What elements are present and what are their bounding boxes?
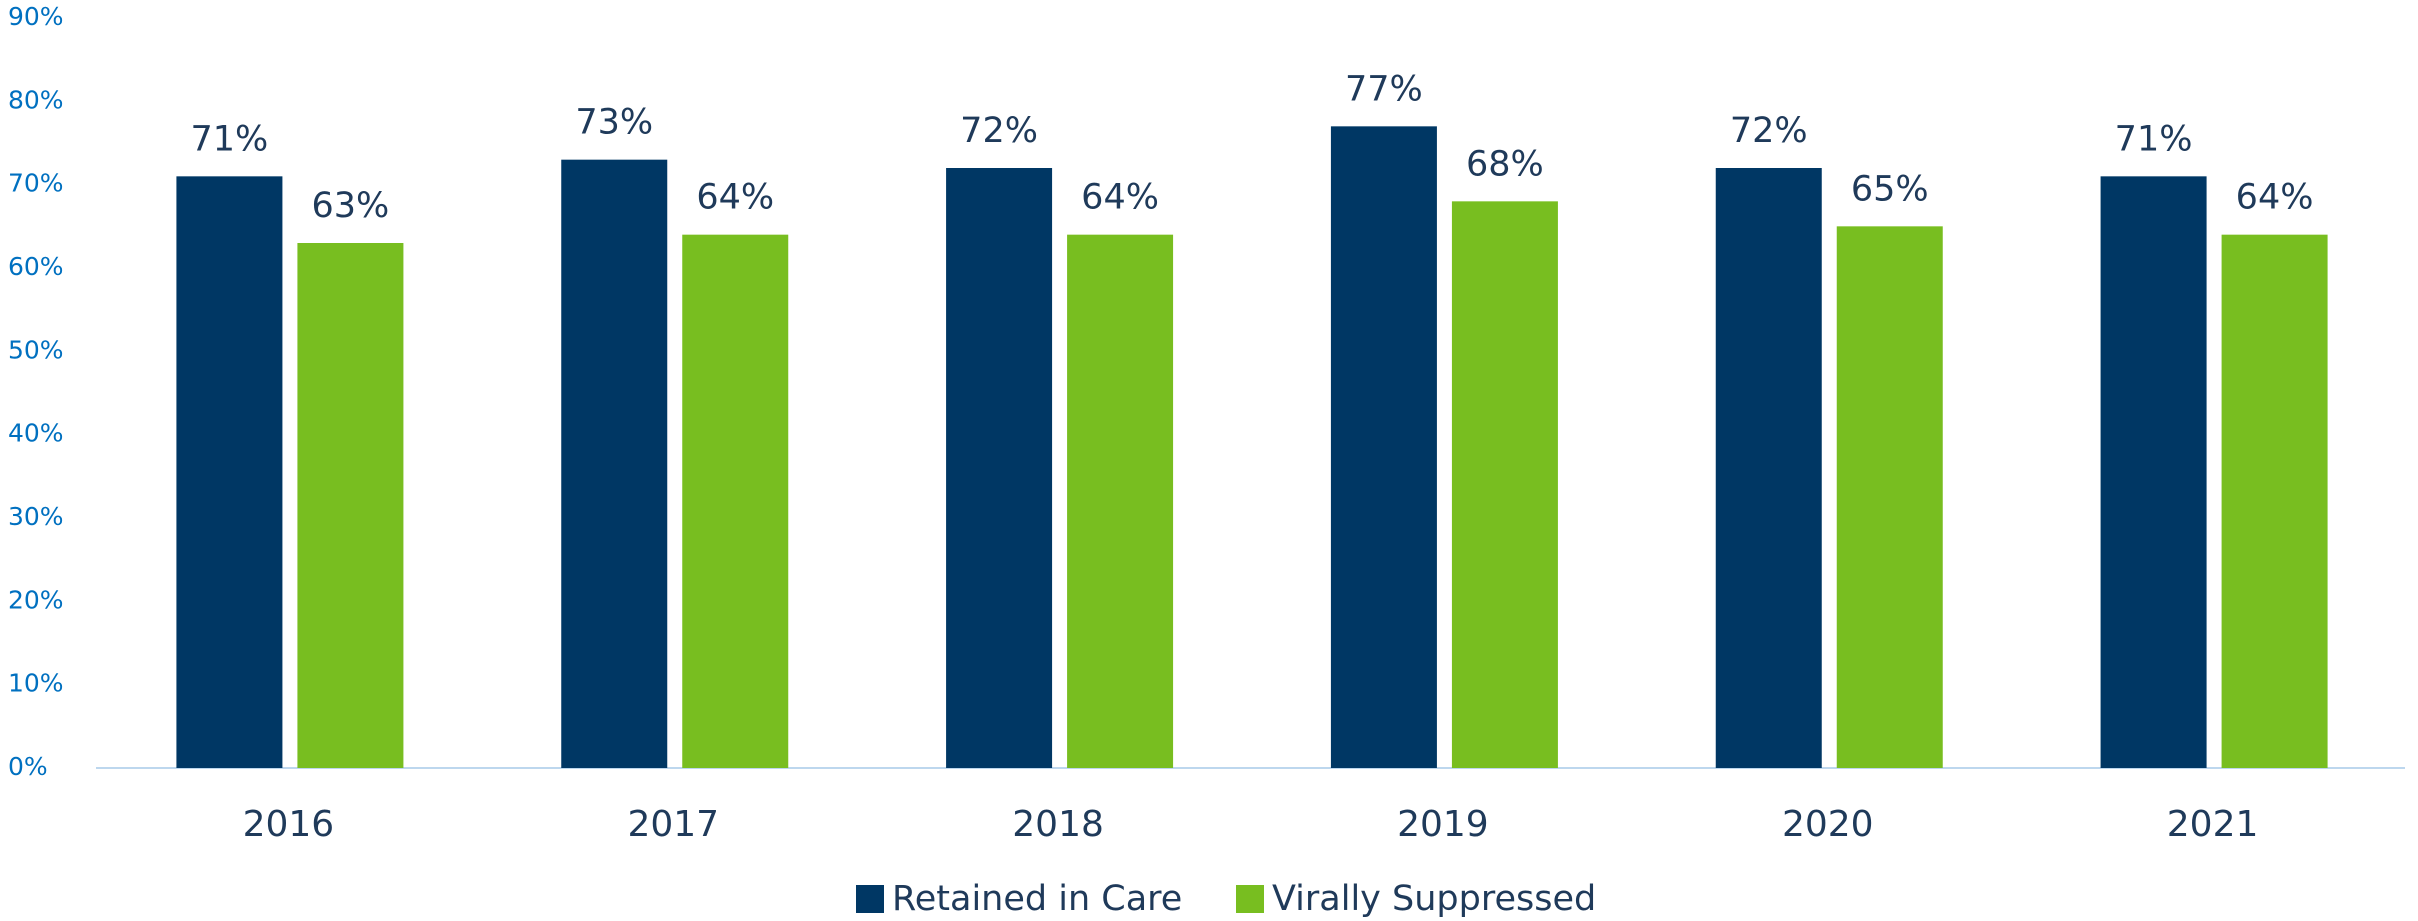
- bar: [1836, 226, 1943, 769]
- value-label: 68%: [1466, 144, 1544, 184]
- bar: [1715, 168, 1822, 768]
- x-tick-label: 2018: [1012, 804, 1104, 845]
- bar: [2100, 176, 2207, 769]
- bar: [297, 243, 404, 768]
- legend-label: Virally Suppressed: [1272, 879, 1596, 919]
- bar: [1067, 234, 1174, 768]
- value-label: 65%: [1851, 169, 1929, 209]
- value-label: 72%: [960, 111, 1038, 151]
- y-tick-label: 30%: [8, 502, 64, 531]
- value-label: 72%: [1730, 111, 1808, 151]
- y-tick-label: 70%: [8, 169, 64, 198]
- bar: [1451, 201, 1558, 769]
- y-tick-label: 80%: [8, 85, 64, 114]
- legend-swatch: [856, 885, 884, 913]
- x-tick-label: 2017: [627, 804, 719, 845]
- y-tick-label: 60%: [8, 252, 64, 281]
- y-tick-label: 20%: [8, 585, 64, 614]
- value-label: 64%: [2236, 178, 2314, 218]
- y-tick-label: 50%: [8, 335, 64, 364]
- bar: [1330, 126, 1437, 769]
- y-tick-label: 40%: [8, 419, 64, 448]
- value-label: 64%: [1081, 178, 1159, 218]
- value-label: 77%: [1345, 69, 1423, 109]
- value-label: 71%: [191, 119, 269, 159]
- value-label: 63%: [312, 186, 390, 226]
- bar: [2221, 234, 2328, 768]
- x-tick-label: 2020: [1782, 804, 1874, 845]
- value-label: 71%: [2115, 119, 2193, 159]
- value-label: 64%: [696, 178, 774, 218]
- y-tick-label: 0%: [8, 752, 48, 781]
- legend-swatch: [1236, 885, 1264, 913]
- bar: [682, 234, 789, 768]
- bar: [561, 159, 668, 768]
- y-tick-label: 10%: [8, 669, 64, 698]
- x-tick-label: 2016: [243, 804, 335, 845]
- bar: [176, 176, 283, 769]
- x-tick-label: 2019: [1397, 804, 1489, 845]
- value-label: 73%: [575, 103, 653, 143]
- bar: [946, 168, 1053, 768]
- y-tick-label: 90%: [8, 2, 64, 31]
- x-tick-label: 2021: [2167, 804, 2259, 845]
- legend-label: Retained in Care: [892, 879, 1182, 919]
